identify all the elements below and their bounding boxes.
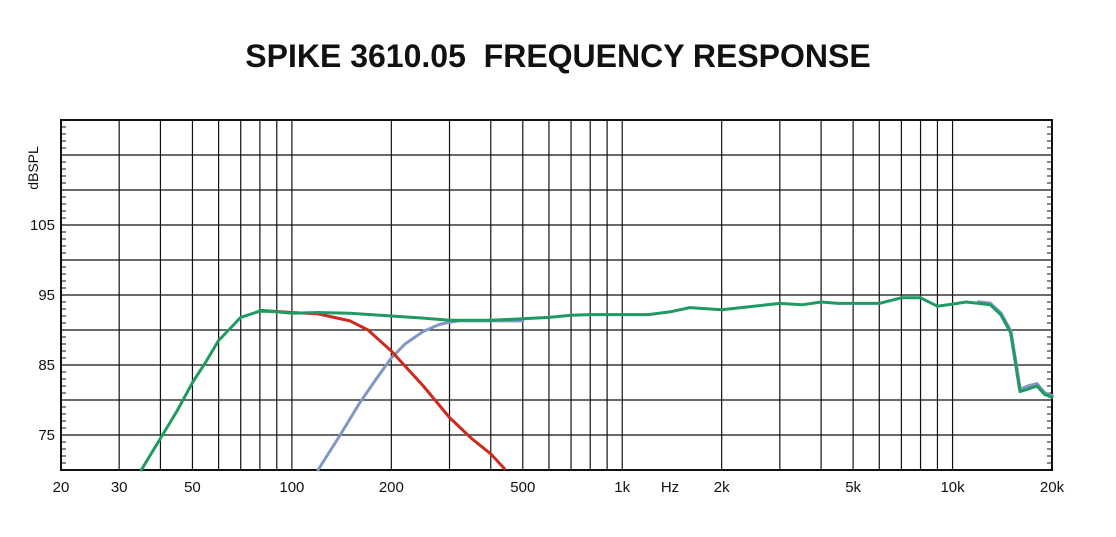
series-layer: [139, 296, 1054, 472]
x-tick-label: 10k: [940, 479, 965, 496]
x-tick-labels: 20 30 50 100 200 500 1k 2k 5k 10k 20k: [53, 479, 1065, 496]
x-tick-label: 30: [111, 479, 128, 496]
chart-title: SPIKE 3610.05 FREQUENCY RESPONSE: [245, 38, 871, 74]
x-tick-label: 2k: [714, 479, 730, 496]
x-tick-label: 500: [510, 479, 535, 496]
x-tick-label: 20k: [1040, 479, 1065, 496]
y-tick-label: 75: [38, 427, 55, 444]
y-tick-marks: [61, 126, 1052, 464]
x-tick-label: 1k: [614, 479, 630, 496]
series-line-2-top: [936, 300, 1054, 399]
y-tick-label: 105: [30, 217, 55, 234]
x-tick-label: 50: [184, 479, 201, 496]
x-tick-label: 5k: [845, 479, 861, 496]
series-line-1: [316, 319, 525, 472]
x-tick-label: 100: [279, 479, 304, 496]
y-tick-labels: 75 85 95 105: [30, 217, 55, 444]
x-tick-label: 200: [379, 479, 404, 496]
y-axis-label: dBSPL: [25, 146, 41, 190]
y-tick-label: 85: [38, 357, 55, 374]
major-gridlines: [61, 120, 1052, 470]
x-unit-label: Hz: [661, 479, 679, 496]
plot-frame: [60, 119, 1053, 471]
series-line-0: [258, 308, 506, 471]
series-line-2: [139, 296, 1054, 472]
x-tick-label: 20: [53, 479, 70, 496]
y-tick-label: 95: [38, 287, 55, 304]
series-line-1-tail: [976, 300, 1054, 398]
